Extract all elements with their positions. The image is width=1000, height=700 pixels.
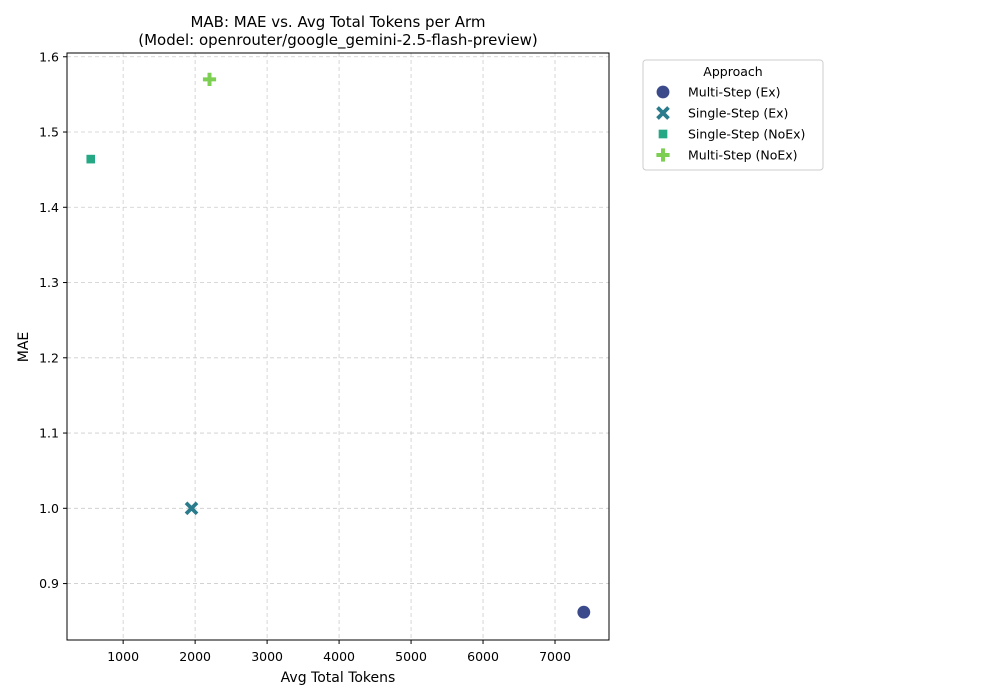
plot-area-frame [66,52,610,641]
legend-label: Multi-Step (Ex) [688,85,781,100]
legend-marker [656,148,670,162]
x-tick-label: 1000 [107,649,139,664]
legend-items: Multi-Step (Ex) Single-Step (Ex) Single-St… [655,84,805,163]
x-tick-label: 3000 [251,649,283,664]
x-tick-label: 5000 [395,649,427,664]
y-tick-label: 1.5 [39,125,59,140]
legend-item: Multi-Step (Ex) [655,84,781,100]
legend-item: Multi-Step (NoEx) [656,148,798,163]
data-point [202,72,217,86]
legend-item: Single-Step (NoEx) [658,127,805,142]
legend-marker [658,129,668,139]
legend-label: Multi-Step (NoEx) [688,148,798,163]
legend: Approach Multi-Step (Ex) Single-Step (Ex)… [642,59,824,171]
grid-lines [67,53,609,640]
data-points [85,72,592,620]
legend-marker [655,84,671,100]
x-axis-label: Avg Total Tokens [281,670,396,686]
legend-label: Single-Step (NoEx) [688,127,805,142]
y-tick-label: 1.4 [39,200,59,215]
chart-subtitle: (Model: openrouter/google_gemini-2.5-fla… [138,31,538,50]
x-tick-label: 2000 [179,649,211,664]
y-tick-label: 1.2 [39,350,59,365]
data-point [85,154,96,165]
x-tick-label: 4000 [323,649,355,664]
legend-marker [656,106,670,120]
legend-item: Single-Step (Ex) [656,106,788,121]
legend-label: Single-Step (Ex) [688,106,788,121]
y-tick-label: 1.1 [39,426,59,441]
y-tick-label: 1.3 [39,275,59,290]
chart-title: MAB: MAE vs. Avg Total Tokens per Arm [190,13,485,31]
y-tick-label: 1.6 [39,49,59,64]
data-point [184,501,199,516]
legend-title: Approach [703,64,762,79]
x-tick-label: 7000 [539,649,571,664]
y-tick-label: 0.9 [39,576,59,591]
x-tick-label: 6000 [467,649,499,664]
data-point [576,604,592,620]
axis-ticks: 1000 2000 3000 4000 5000 6000 7000 0.9 1.0 1.1 1.2… [39,49,571,664]
legend-box [642,59,824,171]
y-axis-label: MAE [16,332,32,363]
y-tick-label: 1.0 [39,501,59,516]
